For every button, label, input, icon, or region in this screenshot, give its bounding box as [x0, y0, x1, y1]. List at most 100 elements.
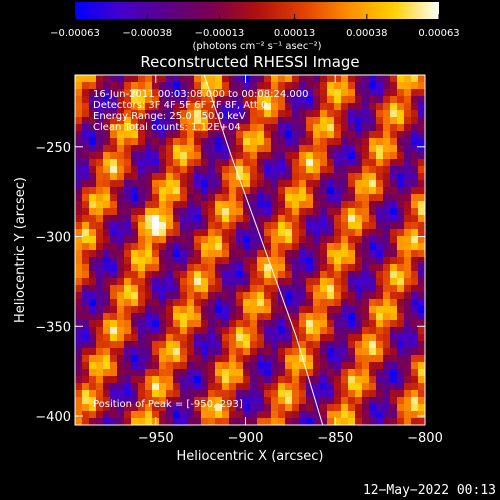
heatmap-cell	[187, 236, 195, 244]
heatmap-cell	[243, 173, 251, 181]
heatmap-cell	[285, 411, 293, 419]
heatmap-cell	[124, 306, 132, 314]
heatmap-cell	[138, 390, 146, 398]
heatmap-cell	[96, 152, 104, 160]
heatmap-cell	[369, 243, 377, 251]
heatmap-cell	[383, 369, 391, 377]
heatmap-cell	[397, 152, 405, 160]
heatmap-cell	[180, 89, 188, 97]
heatmap-cell	[96, 110, 104, 118]
heatmap-cell	[152, 229, 160, 237]
heatmap-cell	[369, 124, 377, 132]
heatmap-cell	[229, 299, 237, 307]
heatmap-cell	[285, 152, 293, 160]
heatmap-cell	[187, 110, 195, 118]
heatmap-cell	[145, 215, 153, 223]
heatmap-cell	[194, 271, 202, 279]
heatmap-cell	[103, 201, 111, 209]
heatmap-cell	[383, 215, 391, 223]
heatmap-cell	[320, 145, 328, 153]
heatmap-cell	[306, 334, 314, 342]
heatmap-cell	[362, 355, 370, 363]
heatmap-cell	[152, 201, 160, 209]
heatmap-cell	[166, 313, 174, 321]
heatmap-cell	[313, 145, 321, 153]
heatmap-cell	[82, 222, 90, 230]
heatmap-cell	[327, 257, 335, 265]
heatmap-cell	[418, 131, 425, 139]
heatmap-cell	[145, 397, 153, 405]
heatmap-cell	[313, 306, 321, 314]
heatmap-cell	[376, 383, 384, 391]
heatmap-cell	[110, 229, 118, 237]
heatmap-cell	[369, 320, 377, 328]
heatmap-cell	[411, 299, 419, 307]
heatmap-cell	[89, 369, 97, 377]
heatmap-cell	[229, 397, 237, 405]
heatmap-cell	[418, 82, 425, 90]
heatmap-cell	[180, 173, 188, 181]
heatmap-cell	[236, 138, 244, 146]
heatmap-cell	[299, 411, 307, 419]
heatmap-cell	[124, 208, 132, 216]
heatmap-cell	[299, 271, 307, 279]
heatmap-cell	[152, 285, 160, 293]
heatmap-cell	[306, 152, 314, 160]
heatmap-cell	[390, 208, 398, 216]
heatmap-cell	[334, 341, 342, 349]
heatmap-cell	[348, 411, 356, 419]
heatmap-cell	[306, 404, 314, 412]
heatmap-cell	[327, 285, 335, 293]
heatmap-cell	[418, 418, 425, 425]
heatmap-cell	[334, 166, 342, 174]
heatmap-cell	[411, 264, 419, 272]
heatmap-cell	[292, 229, 300, 237]
heatmap-cell	[138, 208, 146, 216]
heatmap-cell	[82, 369, 90, 377]
heatmap-cell	[376, 299, 384, 307]
heatmap-cell	[138, 110, 146, 118]
heatmap-cell	[250, 82, 258, 90]
heatmap-cell	[271, 159, 279, 167]
heatmap-cell	[96, 334, 104, 342]
heatmap-cell	[124, 299, 132, 307]
heatmap-cell	[257, 75, 265, 83]
heatmap-cell	[292, 201, 300, 209]
heatmap-cell	[313, 264, 321, 272]
heatmap-cell	[390, 390, 398, 398]
heatmap-cell	[306, 145, 314, 153]
heatmap-cell	[292, 355, 300, 363]
heatmap-cell	[152, 404, 160, 412]
heatmap-cell	[355, 257, 363, 265]
heatmap-cell	[292, 327, 300, 335]
heatmap-cell	[138, 320, 146, 328]
heatmap-cell	[327, 411, 335, 419]
heatmap-cell	[341, 397, 349, 405]
heatmap-cell	[327, 173, 335, 181]
heatmap-cell	[229, 327, 237, 335]
heatmap-cell	[215, 152, 223, 160]
heatmap-cell	[264, 138, 272, 146]
heatmap-cell	[355, 180, 363, 188]
heatmap-cell	[327, 89, 335, 97]
heatmap-cell	[397, 411, 405, 419]
heatmap-cell	[390, 362, 398, 370]
heatmap-cell	[103, 243, 111, 251]
heatmap-cell	[194, 264, 202, 272]
heatmap-cell	[96, 369, 104, 377]
heatmap-cell	[96, 313, 104, 321]
heatmap-cell	[334, 215, 342, 223]
heatmap-cell	[229, 257, 237, 265]
heatmap-cell	[145, 82, 153, 90]
heatmap-cell	[187, 299, 195, 307]
heatmap-cell	[124, 145, 132, 153]
heatmap-cell	[369, 89, 377, 97]
heatmap-cell	[292, 124, 300, 132]
heatmap-cell	[257, 299, 265, 307]
heatmap-cell	[82, 229, 90, 237]
heatmap-cell	[418, 236, 425, 244]
heatmap-cell	[131, 390, 139, 398]
heatmap-cell	[96, 257, 104, 265]
heatmap-cell	[264, 82, 272, 90]
heatmap-cell	[397, 285, 405, 293]
